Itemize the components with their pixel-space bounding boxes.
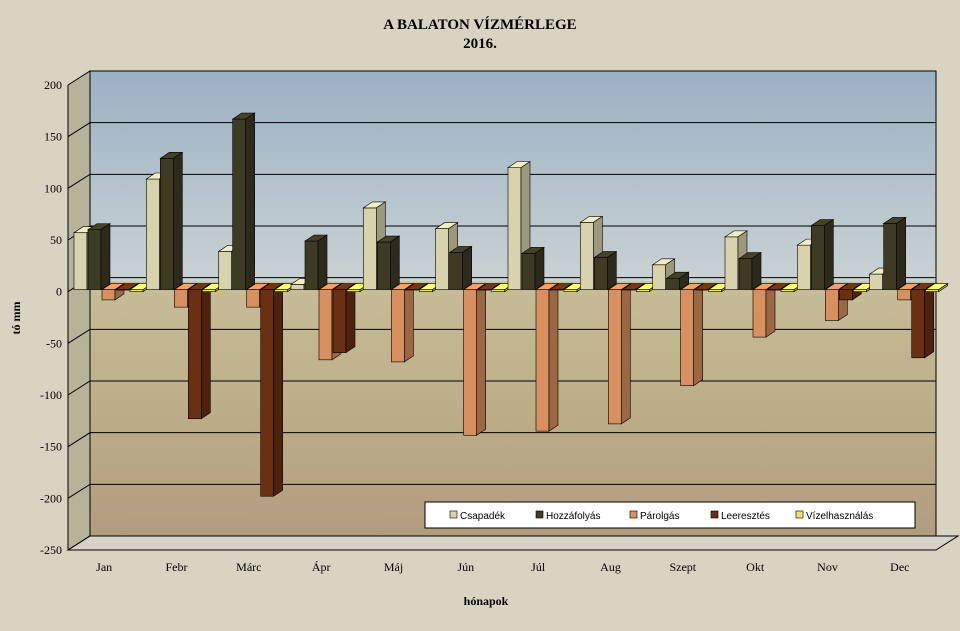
- x-tick-label: Aug: [600, 560, 621, 574]
- bar: [187, 283, 212, 420]
- x-tick-label: Szept: [669, 560, 696, 574]
- y-tick-label: 150: [44, 130, 62, 144]
- bar: [924, 283, 949, 293]
- x-tick-label: Máj: [384, 560, 403, 574]
- bar: [665, 271, 690, 291]
- gridline: [67, 70, 936, 86]
- legend-label: Hozzáfolyás: [546, 511, 600, 522]
- x-tick-label: Ápr: [312, 560, 331, 574]
- x-tick-label: Júl: [531, 560, 546, 574]
- plot-background: [66, 70, 960, 551]
- bar: [159, 151, 184, 291]
- legend: Csapadék Hozzáfolyás Párolgás Leeresztés Víz…: [424, 501, 916, 529]
- bar: [304, 234, 328, 291]
- chart-title: A BALATON VÍZMÉRLEGE 2016.: [0, 16, 960, 54]
- side-wall: [68, 71, 90, 550]
- bar: [404, 283, 429, 291]
- legend-swatch: [449, 510, 458, 519]
- gridline: [67, 173, 936, 189]
- bar: [87, 223, 111, 291]
- y-tick-label: 50: [50, 233, 62, 247]
- bar: [259, 283, 284, 497]
- legend-label: Leeresztés: [721, 511, 770, 522]
- y-tick-label: -250: [40, 543, 62, 557]
- bars: [73, 112, 949, 497]
- bar: [810, 218, 835, 291]
- legend-swatch: [629, 510, 638, 519]
- bar: [231, 112, 256, 291]
- bar: [535, 283, 559, 432]
- legend-label: Vízelhasználás: [806, 511, 873, 522]
- x-tick-label: Dec: [890, 560, 909, 574]
- bar: [462, 283, 487, 436]
- legend-label: Párolgás: [640, 511, 679, 522]
- y-tick-label: -50: [46, 336, 62, 350]
- gridline: [67, 328, 936, 344]
- y-tick-label: -150: [40, 440, 62, 454]
- gridline: [67, 432, 936, 448]
- y-tick-label: 100: [44, 181, 62, 195]
- bar: [332, 283, 356, 354]
- back-wall-ground: [90, 281, 936, 536]
- gridline: [67, 535, 936, 551]
- gridline: [67, 380, 936, 396]
- axes: 200 150 100 50 0 -50 -100 -150 -200 -250 Jan Febr Má…: [40, 78, 936, 574]
- legend-swatch: [795, 510, 804, 519]
- chart-title-line: A BALATON VÍZMÉRLEGE: [383, 17, 577, 33]
- y-axis-title: tó mm: [9, 302, 23, 335]
- bar: [752, 283, 776, 338]
- x-tick-label: Nov: [817, 560, 838, 574]
- legend-swatch: [535, 510, 544, 519]
- floor: [66, 535, 960, 551]
- y-tick-label: 200: [44, 78, 62, 92]
- x-tick-label: Jan: [96, 560, 112, 574]
- bar: [376, 235, 401, 291]
- legend-box: [424, 501, 916, 529]
- gridline: [67, 483, 936, 499]
- legend-label: Csapadék: [460, 511, 506, 522]
- x-tick-label: Okt: [746, 560, 765, 574]
- x-tick-label: Febr: [166, 560, 188, 574]
- y-tick-label: 0: [56, 285, 62, 299]
- bar: [521, 246, 545, 291]
- bar: [679, 283, 704, 387]
- bar: [882, 216, 907, 291]
- y-tick-label: -100: [40, 388, 62, 402]
- x-tick-label: Márc: [236, 560, 261, 574]
- bar: [390, 283, 415, 363]
- bar: [593, 250, 618, 291]
- y-tick-label: -200: [40, 491, 62, 505]
- bar: [910, 283, 935, 359]
- x-tick-label: Jún: [457, 560, 474, 574]
- legend-swatch: [710, 510, 719, 519]
- chart-subtitle-line: 2016.: [463, 36, 497, 52]
- bar: [607, 283, 632, 425]
- bar: [738, 252, 762, 291]
- gridline: [67, 122, 936, 138]
- bar: [448, 245, 473, 291]
- x-axis-title: hónapok: [464, 594, 509, 608]
